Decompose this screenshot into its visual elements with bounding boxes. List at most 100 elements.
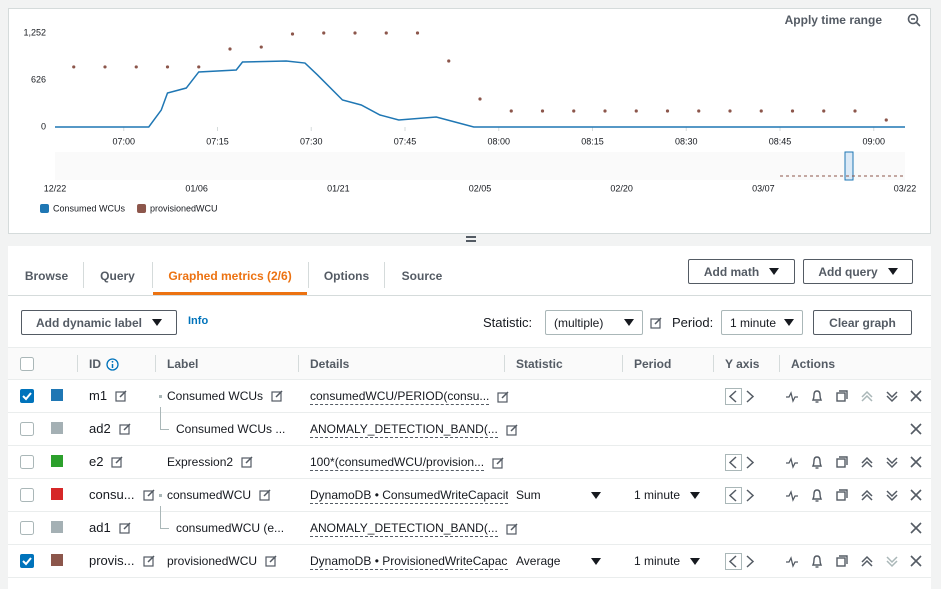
edit-icon[interactable]	[142, 555, 155, 567]
y-axis-left[interactable]	[725, 553, 742, 570]
move-down-icon[interactable]	[885, 488, 899, 502]
remove-icon[interactable]	[910, 390, 922, 402]
row-details-text[interactable]: ANOMALY_DETECTION_BAND(...	[310, 521, 498, 537]
y-axis-right[interactable]	[745, 388, 755, 405]
add-math-button[interactable]: Add math	[688, 259, 795, 284]
column-separator	[77, 355, 78, 372]
remove-icon[interactable]	[910, 522, 922, 534]
caret	[591, 492, 601, 499]
tab[interactable]: Graphed metrics (2/6)	[153, 256, 307, 295]
edit-icon[interactable]	[111, 456, 123, 468]
row-details: ANOMALY_DETECTION_BAND(...	[310, 421, 518, 438]
remove-icon[interactable]	[910, 456, 922, 468]
edit-icon[interactable]	[506, 522, 518, 535]
edit-icon[interactable]	[265, 555, 277, 567]
resize-handle[interactable]	[466, 236, 476, 238]
edit-icon[interactable]	[497, 390, 509, 403]
edit-icon[interactable]	[115, 390, 127, 402]
edit-icon[interactable]	[650, 317, 662, 329]
move-up-icon[interactable]	[860, 554, 874, 568]
statistic-select[interactable]: (multiple)	[545, 310, 643, 335]
clear-graph-button[interactable]: Clear graph	[813, 310, 912, 335]
edit-icon[interactable]	[119, 522, 131, 534]
remove-icon[interactable]	[910, 555, 922, 567]
duplicate-icon[interactable]	[835, 389, 849, 403]
alarm-icon[interactable]	[810, 389, 824, 403]
y-axis-right[interactable]	[745, 454, 755, 471]
y-tick-label: 1,252	[23, 27, 46, 37]
edit-icon[interactable]	[241, 456, 253, 468]
row-id: ad1	[89, 520, 131, 536]
row-checkbox[interactable]	[20, 455, 34, 469]
y-axis-right[interactable]	[745, 553, 755, 570]
info-link[interactable]: Info	[188, 315, 209, 327]
series-color[interactable]	[51, 422, 63, 434]
row-id-text: e2	[89, 454, 104, 469]
row-id: m1	[89, 388, 127, 404]
caret	[887, 268, 898, 275]
add-query-button[interactable]: Add query	[803, 259, 913, 284]
row-checkbox[interactable]	[20, 521, 34, 535]
y-axis-left[interactable]	[725, 487, 742, 504]
move-down-icon[interactable]	[885, 455, 899, 469]
row-period[interactable]: 1 minute	[634, 488, 681, 502]
move-up-icon[interactable]	[860, 488, 874, 502]
row-checkbox[interactable]	[20, 554, 34, 568]
alarm-icon[interactable]	[810, 455, 824, 469]
edit-icon[interactable]	[506, 423, 518, 436]
edit-icon[interactable]	[271, 390, 283, 402]
y-axis-right[interactable]	[745, 487, 755, 504]
series-color[interactable]	[51, 521, 63, 533]
apply-time-range[interactable]: Apply time range	[785, 13, 883, 27]
row-details-text[interactable]: DynamoDB • ProvisionedWriteCapacit	[310, 554, 508, 570]
edit-icon[interactable]	[142, 489, 155, 501]
period-select[interactable]: 1 minute	[721, 310, 803, 335]
alarm-icon[interactable]	[810, 554, 824, 568]
tree-line	[160, 407, 169, 430]
move-down-icon[interactable]	[885, 389, 899, 403]
tab[interactable]: Options	[323, 268, 370, 283]
series-color[interactable]	[51, 554, 63, 566]
duplicate-icon[interactable]	[835, 488, 849, 502]
select-all-checkbox[interactable]	[20, 357, 34, 371]
graph-type-icon[interactable]	[785, 389, 799, 403]
move-up-icon[interactable]	[860, 455, 874, 469]
row-details-text[interactable]: 100*(consumedWCU/provision...	[310, 455, 485, 471]
navigator-window[interactable]	[844, 151, 854, 181]
y-axis-left[interactable]	[725, 388, 742, 405]
tab[interactable]: Browse	[24, 268, 69, 283]
row-checkbox[interactable]	[20, 389, 34, 403]
add-dynamic-label-button[interactable]: Add dynamic label	[21, 310, 177, 335]
alarm-icon[interactable]	[810, 488, 824, 502]
series-color[interactable]	[51, 455, 63, 467]
legend-swatch	[40, 204, 49, 213]
row-checkbox[interactable]	[20, 422, 34, 436]
move-up-icon[interactable]	[860, 389, 874, 403]
series-color[interactable]	[51, 389, 63, 401]
y-axis-left[interactable]	[725, 454, 742, 471]
edit-icon[interactable]	[492, 456, 504, 469]
row-checkbox[interactable]	[20, 488, 34, 502]
graph-type-icon[interactable]	[785, 554, 799, 568]
row-details-text[interactable]: consumedWCU/PERIOD(consu...	[310, 389, 490, 405]
row-details-text[interactable]: DynamoDB • ConsumedWriteCapacity	[310, 488, 508, 504]
zoom-icon[interactable]	[907, 13, 921, 27]
duplicate-icon[interactable]	[835, 455, 849, 469]
remove-icon[interactable]	[910, 423, 922, 435]
row-statistic[interactable]: Sum	[516, 488, 541, 502]
row-statistic[interactable]: Average	[516, 554, 561, 568]
row-period[interactable]: 1 minute	[634, 554, 681, 568]
info-icon[interactable]	[106, 357, 119, 371]
graph-type-icon[interactable]	[785, 488, 799, 502]
graph-type-icon[interactable]	[785, 455, 799, 469]
edit-icon[interactable]	[119, 423, 131, 435]
series-color[interactable]	[51, 488, 63, 500]
move-down-icon[interactable]	[885, 554, 899, 568]
duplicate-icon[interactable]	[835, 554, 849, 568]
tab[interactable]: Source	[401, 268, 443, 283]
remove-icon[interactable]	[910, 489, 922, 501]
x-tick-label: 07:30	[300, 136, 323, 146]
edit-icon[interactable]	[259, 489, 271, 501]
row-details-text[interactable]: ANOMALY_DETECTION_BAND(...	[310, 422, 498, 438]
tab[interactable]: Query	[100, 268, 135, 283]
